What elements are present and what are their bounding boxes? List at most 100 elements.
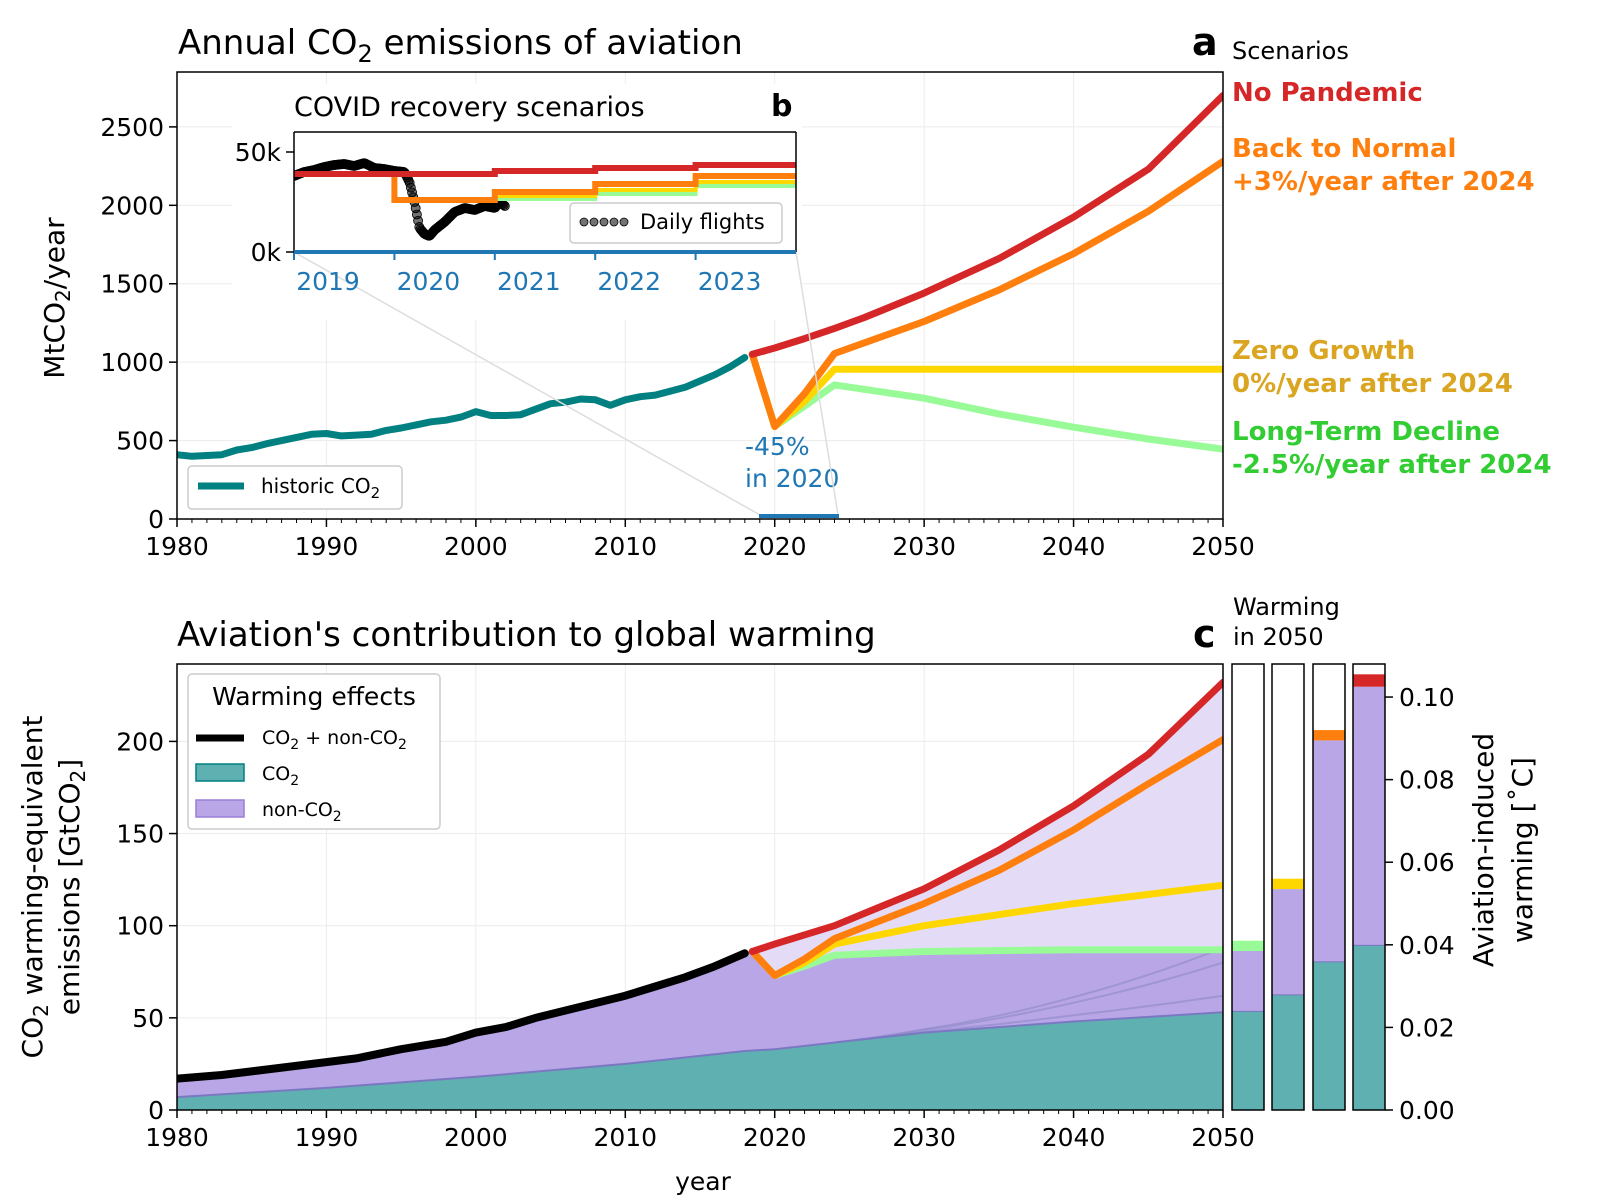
right-ylabel-line1: Aviation-induced <box>1467 733 1500 967</box>
series-no-pandemic-line <box>748 678 1223 955</box>
panel-b-x-axis: 2019 2020 2021 2022 2023 <box>293 252 762 296</box>
label-back-to-normal: Back to Normal <box>1232 134 1456 164</box>
label-long-term-decline: Long-Term Decline <box>1232 417 1500 447</box>
y-tick-label: 0 <box>148 1096 164 1125</box>
legend-nonco2-label: non-CO2 <box>262 799 342 825</box>
warming-bar-scenario-cap <box>1353 674 1385 687</box>
warming-y-tick-label: 0.00 <box>1399 1096 1455 1125</box>
legend-nonco2-swatch <box>195 799 245 818</box>
inset-x-tick-label: 2023 <box>698 267 762 296</box>
inset-x-tick-label: 2020 <box>397 267 461 296</box>
inset-zoom-marker <box>759 514 839 518</box>
inset-connector-left <box>293 251 761 516</box>
label-zero-growth-rate: 0%/year after 2024 <box>1232 369 1513 399</box>
warming-y-tick-label: 0.06 <box>1399 848 1455 877</box>
legend-co2-swatch <box>195 763 245 782</box>
label-long-term-decline-rate: -2.5%/year after 2024 <box>1232 450 1552 480</box>
warming-bar-nonco2-segment <box>1272 889 1304 995</box>
x-tick-label: 1990 <box>295 532 359 561</box>
panel-c-xlabel: year <box>675 1167 731 1196</box>
y-tick-label: 100 <box>116 912 164 941</box>
warming-bar-scenario-cap <box>1232 940 1264 952</box>
co2-area-edge <box>177 1011 1223 1099</box>
warming-bar-nonco2-segment <box>1313 740 1345 962</box>
warming-bar-scenario-cap <box>1272 878 1304 890</box>
legend-title: Warming effects <box>212 682 416 711</box>
warming-bar-no-pandemic <box>1352 663 1386 1111</box>
x-tick-label: 1980 <box>145 532 209 561</box>
x-tick-label: 2010 <box>593 1123 657 1152</box>
warming-heading-line1: Warming <box>1233 593 1340 621</box>
label-no-pandemic: No Pandemic <box>1232 78 1423 108</box>
y-tick-label: 1000 <box>100 348 164 377</box>
label-back-to-normal-rate: +3%/year after 2024 <box>1232 167 1535 197</box>
panel-b-letter: b <box>771 89 792 124</box>
inset-background <box>232 84 802 320</box>
x-tick-label: 2000 <box>444 1123 508 1152</box>
inset-y-tick-label: 50k <box>235 138 282 167</box>
panel-c-title: Aviation's contribution to global warmin… <box>177 615 876 655</box>
warming-y-tick-label: 0.04 <box>1399 931 1455 960</box>
x-tick-label: 2030 <box>892 532 956 561</box>
x-tick-label: 2000 <box>444 532 508 561</box>
panel-c-x-axis: 1980 1990 2000 2010 2020 2030 2040 2050 <box>145 1110 1255 1152</box>
y-tick-label: 1500 <box>100 270 164 299</box>
series-historic-line <box>177 354 749 460</box>
legend-daily-flights-label: Daily flights <box>640 210 765 234</box>
x-tick-label: 2030 <box>892 1123 956 1152</box>
warming-bar-nonco2-segment <box>1353 686 1385 945</box>
warming-bar-frame <box>1231 663 1265 1111</box>
legend-daily-flights-dot <box>589 217 599 227</box>
warming-bar-back-to-normal <box>1312 663 1346 1111</box>
y-tick-label: 2500 <box>100 113 164 142</box>
inset-no-pandemic-line <box>294 162 796 177</box>
warming-bar-nonco2-segment <box>1232 951 1264 1011</box>
panel-b-plot-area <box>294 158 796 241</box>
co2-scenario-fan-line <box>834 946 1223 1044</box>
x-tick-label: 1980 <box>145 1123 209 1152</box>
panel-b-inset: COVID recovery scenarios b 2019 2020 2021 2… <box>232 84 839 518</box>
co2-area <box>177 1012 1223 1110</box>
inset-zero-growth-line <box>494 180 796 198</box>
legend-daily-flights-dot <box>579 217 589 227</box>
warming-bar-long-term-decline <box>1231 663 1265 1111</box>
warming-y-tick-label: 0.02 <box>1399 1013 1455 1042</box>
series-back-to-normal-line <box>748 157 1223 430</box>
warming-bar-co2-segment <box>1313 961 1345 1110</box>
panel-a: Annual CO2 emissions of aviation a Scena… <box>38 20 1552 561</box>
legend-daily-flights-dot <box>619 217 629 227</box>
x-tick-label: 2040 <box>1042 1123 1106 1152</box>
x-tick-label: 2020 <box>743 532 807 561</box>
warming-bar-co2-segment <box>1353 944 1385 1110</box>
panel-b-legend: Daily flights <box>569 202 783 244</box>
y-tick-label: 200 <box>116 727 164 756</box>
series-no-pandemic-line <box>748 92 1223 358</box>
daily-flights-point <box>499 201 510 211</box>
y-tick-label: 150 <box>116 820 164 849</box>
panel-c-legend: Warming effects CO2 + non-CO2 CO2 non-CO… <box>187 673 441 830</box>
panel-c-letter: c <box>1193 612 1216 656</box>
panel-a-plot-area <box>177 92 1223 460</box>
panel-b-y-axis: 0k 50k <box>235 138 294 267</box>
legend-historic-label: historic CO2 <box>261 474 380 502</box>
x-tick-label: 1990 <box>295 1123 359 1152</box>
panel-a-ylabel: MtCO2/year <box>38 217 75 379</box>
series-combined-line <box>177 949 749 1083</box>
inset-long-term-decline-line <box>494 184 796 201</box>
series-back-to-normal-line <box>748 736 1223 979</box>
warming-bar-co2-segment <box>1232 1010 1264 1110</box>
inset-connector-right <box>795 251 839 516</box>
x-tick-label: 2040 <box>1042 532 1106 561</box>
warming-bar-scenario-cap <box>1313 730 1345 741</box>
legend-daily-flights-dot <box>609 217 619 227</box>
inset-x-tick-label: 2022 <box>597 267 661 296</box>
panel-c: Aviation's contribution to global warmin… <box>16 593 1539 1196</box>
x-tick-label: 2010 <box>593 532 657 561</box>
panel-c-ylabel-line1: CO2 warming-equivalent <box>16 715 53 1058</box>
x-tick-label: 2050 <box>1191 532 1255 561</box>
warming-y-tick-label: 0.10 <box>1399 683 1455 712</box>
x-tick-label: 2020 <box>743 1123 807 1152</box>
inset-back-to-normal-line <box>294 171 796 203</box>
panel-a-legend: historic CO2 <box>187 465 403 510</box>
